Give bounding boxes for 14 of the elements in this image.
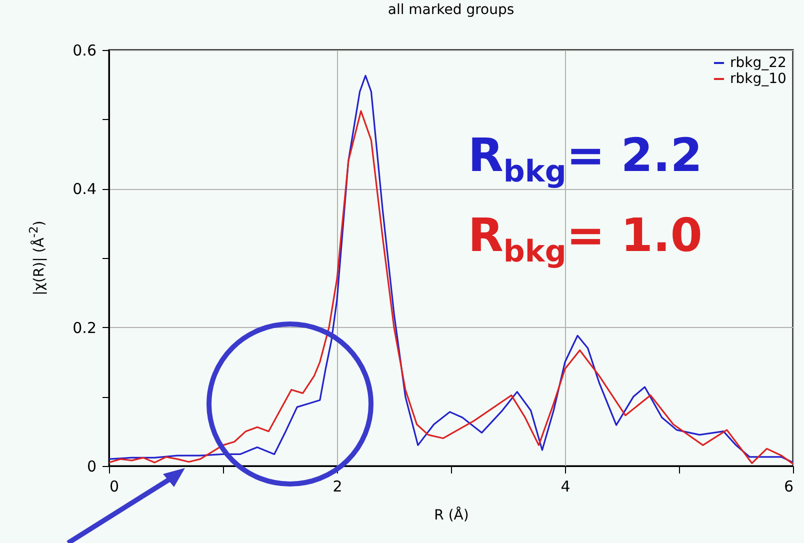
- legend-label: rbkg_22: [730, 55, 786, 71]
- x-tick-label: 4: [560, 478, 570, 496]
- y-tick-label: 0.2: [72, 318, 96, 337]
- y-tick-label: 0.6: [72, 42, 96, 60]
- x-tick-label: 0: [110, 478, 120, 496]
- chart-title: all marked groups: [388, 2, 514, 18]
- annotation: R$_{bkg}$= 1.0: [468, 208, 702, 270]
- y-tick-label: 0.4: [72, 180, 96, 198]
- legend-label: rbkg_10: [730, 71, 786, 87]
- x-tick-label: 2: [332, 478, 342, 496]
- x-axis-title: R (Å): [434, 506, 469, 524]
- y-tick-label: 0: [86, 458, 96, 476]
- x-tick-label: 6: [784, 478, 794, 496]
- annotation: R$_{bkg}$= 2.2: [468, 128, 702, 190]
